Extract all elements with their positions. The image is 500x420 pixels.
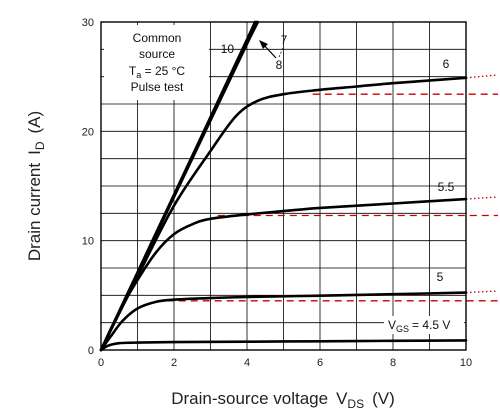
x-axis-title-main: Drain-source voltage <box>171 389 328 408</box>
curve-vgs-6 <box>99 76 468 352</box>
vgs-value: = 4.5 V <box>412 318 450 332</box>
y-tick-label: 20 <box>82 126 94 138</box>
conditions-line1: Common <box>133 31 182 45</box>
leader-arrowhead <box>259 40 268 49</box>
plot-frame <box>100 21 467 351</box>
conditions-line2: source <box>139 47 175 61</box>
vgs-subscript: GS <box>396 324 409 334</box>
extrapolation-lines <box>166 74 499 302</box>
temp-subscript: a <box>136 70 141 80</box>
y-tick-label: 0 <box>88 345 94 357</box>
x-tick-label: 4 <box>244 357 250 369</box>
y-tick-label: 10 <box>82 236 94 248</box>
curve-vgs-4-5-v <box>99 339 468 352</box>
x-tick-label: 8 <box>390 357 396 369</box>
series-label-6: 6 <box>443 57 450 71</box>
conditions-box <box>104 25 209 100</box>
series-label-10: 10 <box>221 42 235 56</box>
temp-symbol: T <box>129 64 137 78</box>
curve-vgs-5 <box>99 291 468 352</box>
x-tick-label: 2 <box>171 357 177 369</box>
y-axis-title: Drain current ID (A) <box>25 111 47 261</box>
extrapolation-dotted-line <box>465 196 499 200</box>
label-leader-7 <box>278 47 284 58</box>
vgs-label-bg <box>384 316 464 334</box>
curves <box>99 20 468 352</box>
x-axis-title: Drain-source voltage VDS (V) <box>171 389 395 411</box>
y-tick-label: 30 <box>82 17 94 29</box>
curve-vgs-5-5 <box>99 197 468 352</box>
y-axis-symbol: I <box>25 150 44 155</box>
tick-labels: 0 2 4 6 8 10 0 10 20 30 <box>82 17 472 369</box>
temp-value: = 25 °C <box>141 64 185 78</box>
series-label-5: 5 <box>437 270 444 284</box>
y-axis-subscript: D <box>33 141 47 150</box>
vgs-label: VGS = 4.5 V <box>388 318 450 334</box>
conditions-temperature: Ta = 25 °C <box>129 64 186 80</box>
y-axis-title-main: Drain current <box>25 163 44 262</box>
series-label-5-5: 5.5 <box>438 180 455 194</box>
conditions-line4: Pulse test <box>131 80 184 94</box>
curve-vgs-10 <box>99 20 257 352</box>
extrapolation-dotted-line <box>465 290 499 294</box>
x-axis-subscript: DS <box>347 397 364 411</box>
x-axis-unit: (V) <box>372 389 395 408</box>
x-tick-label: 0 <box>98 357 104 369</box>
series-label-7: 7 <box>281 33 288 47</box>
vgs-symbol: V <box>388 318 396 332</box>
extrapolation-dotted-line <box>465 74 499 79</box>
x-tick-label: 10 <box>460 357 472 369</box>
x-axis-symbol: V <box>336 389 348 408</box>
x-tick-label: 6 <box>317 357 323 369</box>
series-label-8: 8 <box>276 58 283 72</box>
y-axis-unit: (A) <box>25 111 44 134</box>
